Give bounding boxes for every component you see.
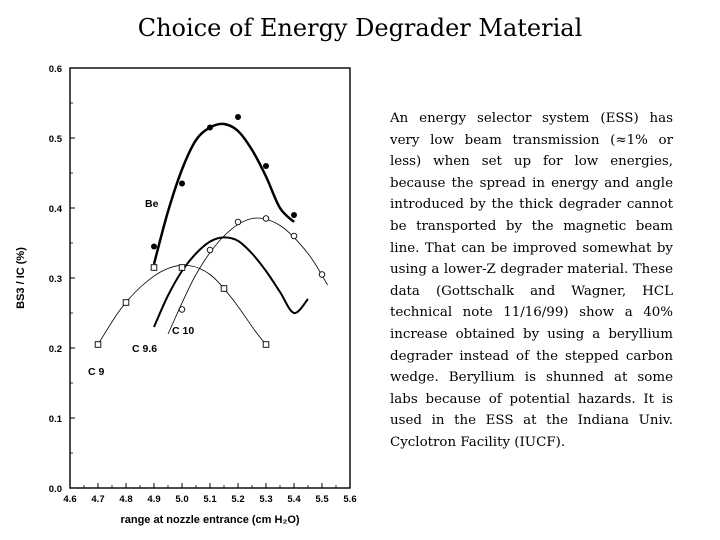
y-tick-label: 0.4 [49, 204, 63, 215]
data-points [94, 114, 326, 348]
x-tick-label: 4.9 [147, 494, 160, 505]
series-c-9-6-line [153, 236, 309, 328]
x-tick-label: 4.6 [63, 494, 76, 505]
series-c-10-point [206, 246, 214, 254]
series-label-c-9: C 9 [88, 366, 105, 378]
plot-frame [69, 67, 351, 489]
series-label-be: Be [145, 198, 159, 210]
series-be-point [179, 180, 185, 187]
x-tick-label: 5.5 [315, 494, 329, 505]
series-be-line [152, 122, 295, 265]
x-axis-label: range at nozzle entrance (cm H₂O) [120, 514, 299, 526]
y-tick-label: 0.0 [49, 484, 62, 495]
series-c-10-point [262, 215, 270, 222]
series-c-10-line [167, 217, 328, 335]
x-tick-label: 5.4 [287, 494, 301, 505]
series-be-point [207, 124, 213, 131]
axis-ticks: 4.6 4.7 4.8 4.9 5.0 5.1 5.2 5.3 5.4 5.5 5.6 0.0 0.1 0… [49, 64, 357, 505]
series-c-9-point [178, 264, 186, 271]
y-tick-label: 0.6 [49, 64, 62, 75]
series-c-9-point [150, 264, 158, 271]
y-tick-label: 0.5 [49, 134, 63, 145]
x-tick-label: 5.6 [343, 494, 356, 505]
series-c-9-point [262, 341, 270, 348]
series-be-point [235, 114, 241, 120]
slide-title: Choice of Energy Degrader Material [137, 14, 583, 42]
series-be-point [263, 163, 269, 169]
series-be-point [291, 212, 297, 218]
series-c-9-point [94, 341, 102, 348]
y-tick-label: 0.1 [49, 414, 63, 425]
x-tick-label: 5.1 [203, 494, 217, 505]
series-c-10-point [290, 232, 298, 240]
series-be-point [151, 243, 157, 250]
slide-paragraph: An energy selector system (ESS) has very… [390, 111, 673, 450]
series-labels: Be C 10 C 9.6 C 9 [88, 198, 194, 378]
y-tick-label: 0.2 [49, 344, 62, 355]
series-label-c-10: C 10 [172, 325, 194, 337]
series-c-10-point [234, 218, 242, 226]
series-label-c-9-6: C 9.6 [132, 343, 157, 355]
x-tick-label: 4.7 [91, 494, 104, 505]
series-c-10-point [178, 306, 186, 313]
chart: 4.6 4.7 4.8 4.9 5.0 5.1 5.2 5.3 5.4 5.5 5.6 0.0 0.1 0… [15, 64, 357, 526]
series-c-9-point [122, 299, 130, 306]
x-tick-label: 5.0 [175, 494, 188, 505]
y-axis-label: BS3 / IC (%) [15, 247, 27, 309]
x-tick-label: 5.3 [259, 494, 272, 505]
x-tick-label: 4.8 [119, 494, 132, 505]
y-tick-label: 0.3 [49, 274, 62, 285]
series-c-9-point [220, 285, 228, 292]
x-tick-label: 5.2 [231, 494, 244, 505]
series-c-10-point [318, 271, 326, 278]
